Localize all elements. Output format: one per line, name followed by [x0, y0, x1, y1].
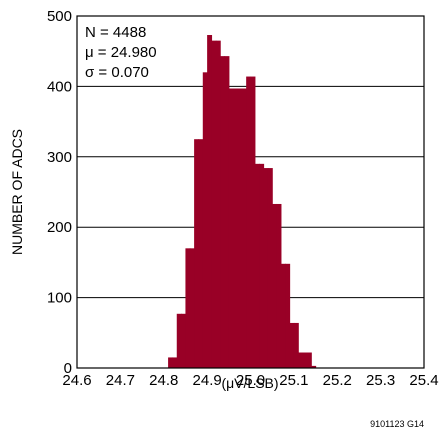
x-axis-title: (μV/LSB)	[221, 375, 278, 391]
histogram-bars	[168, 35, 317, 369]
y-tick-label: 300	[47, 149, 72, 166]
annotation-box	[80, 18, 166, 82]
histogram-bar	[189, 248, 195, 368]
x-tick-label: 25.4	[409, 372, 438, 389]
x-tick-label: 24.7	[106, 372, 135, 389]
annotation-mean: μ = 24.980	[85, 44, 157, 61]
histogram-bar	[246, 76, 252, 368]
y-tick-label: 100	[47, 290, 72, 307]
histogram-bar	[250, 76, 256, 368]
histogram-bar	[289, 322, 295, 368]
y-tick-label: 200	[47, 219, 72, 236]
y-tick-label: 400	[47, 78, 72, 95]
histogram-bar	[267, 168, 273, 368]
y-axis-title: NUMBER OF ADCS	[9, 129, 25, 255]
histogram-bar	[306, 352, 312, 368]
histogram-bar	[254, 163, 260, 368]
histogram-bar	[176, 313, 182, 368]
plot-frame	[76, 15, 425, 369]
histogram-bar	[215, 40, 221, 368]
y-tick-label: 0	[64, 360, 72, 377]
y-tick-label: 500	[47, 8, 72, 25]
histogram-bar	[302, 352, 308, 368]
x-tick-label: 24.9	[193, 372, 222, 389]
y-tick-labels: 0 100 200 300 400 500	[47, 8, 72, 377]
histogram-bar	[263, 168, 269, 368]
histogram-bar	[211, 40, 217, 368]
plot-border	[76, 15, 425, 369]
x-tick-label: 25.2	[323, 372, 352, 389]
x-tick-labels: 24.6 24.7 24.8 24.9 25.0 25.1 25.2 25.3 25.4	[62, 372, 438, 389]
histogram-bar	[207, 35, 213, 369]
histogram-bar	[237, 88, 243, 369]
histogram-bar	[280, 263, 286, 368]
histogram-bar	[194, 139, 200, 368]
x-tick-label: 25.0	[236, 372, 265, 389]
histogram-bar	[228, 88, 234, 369]
histogram-bar	[181, 313, 187, 368]
histogram-bar	[259, 163, 265, 368]
histogram-bar	[202, 72, 208, 368]
histogram-bar	[272, 203, 278, 368]
x-tick-label: 24.8	[149, 372, 178, 389]
figure-id: 9101123 G14	[370, 419, 424, 429]
histogram-bar	[298, 352, 304, 368]
histogram-bar	[220, 56, 226, 369]
x-tick-label: 24.6	[62, 372, 91, 389]
histogram-bar	[224, 56, 230, 369]
histogram-bar	[185, 248, 191, 368]
annotation-sigma: σ = 0.070	[85, 64, 149, 81]
histogram-bar	[276, 203, 282, 368]
histogram-bar	[293, 322, 299, 368]
histogram-bar	[172, 357, 178, 368]
histogram-bar	[168, 357, 174, 368]
x-tick-label: 25.1	[279, 372, 308, 389]
annotation-n: N = 4488	[85, 24, 146, 41]
histogram-bar	[198, 139, 204, 368]
x-tick-label: 25.3	[366, 372, 395, 389]
histogram-bar	[233, 88, 239, 369]
histogram-bar	[241, 88, 247, 369]
histogram-bar	[311, 365, 317, 368]
histogram-bar	[285, 263, 291, 368]
